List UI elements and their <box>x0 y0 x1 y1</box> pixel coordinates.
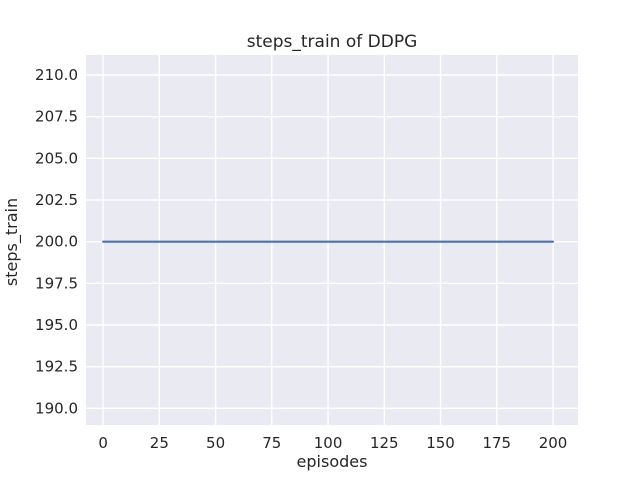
plot-layer: 0 25 50 75 100 125 150 175 200 190.0 192.5 195.0 197… <box>35 55 578 452</box>
y-tick-label: 200.0 <box>35 233 78 251</box>
y-tick-label: 207.5 <box>35 108 78 126</box>
y-tick-label: 197.5 <box>35 274 78 292</box>
x-tick-label: 100 <box>314 434 343 452</box>
x-tick-label: 175 <box>482 434 511 452</box>
x-tick-label: 25 <box>150 434 169 452</box>
chart-title: steps_train of DDPG <box>247 32 418 52</box>
x-tick-label: 0 <box>98 434 108 452</box>
x-tick-label: 200 <box>539 434 568 452</box>
x-tick-label: 125 <box>370 434 399 452</box>
x-tick-label: 75 <box>262 434 281 452</box>
x-tick-label: 50 <box>206 434 225 452</box>
y-tick-label: 192.5 <box>35 358 78 376</box>
y-tick-label: 205.0 <box>35 149 78 167</box>
y-axis-label: steps_train <box>2 198 22 286</box>
x-tick-label: 150 <box>426 434 455 452</box>
y-tick-label: 190.0 <box>35 399 78 417</box>
x-axis-label: episodes <box>297 452 368 471</box>
y-tick-label: 195.0 <box>35 316 78 334</box>
y-tick-label: 202.5 <box>35 191 78 209</box>
y-tick-label: 210.0 <box>35 66 78 84</box>
